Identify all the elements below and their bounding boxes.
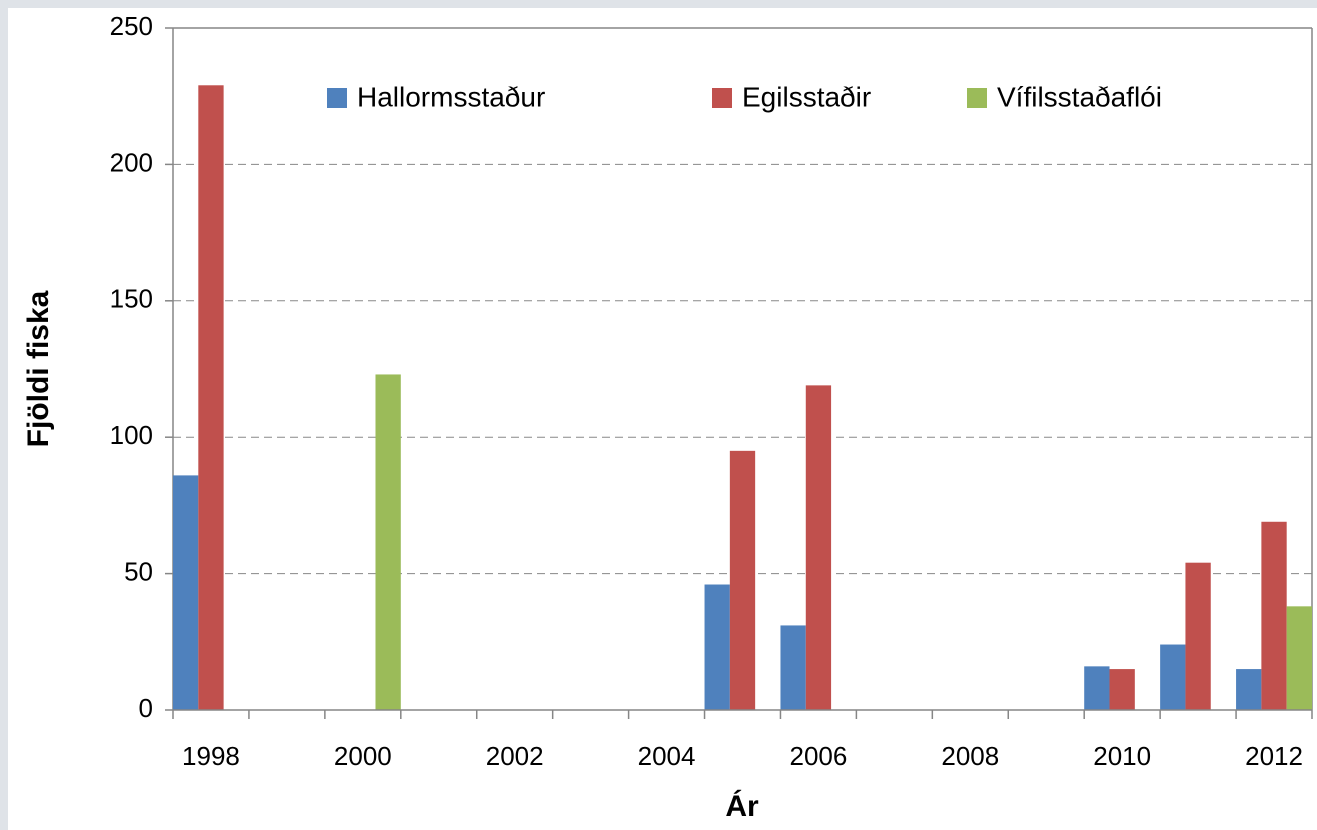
bar <box>198 85 224 710</box>
y-tick-label: 50 <box>124 556 153 586</box>
x-tick-label: 2006 <box>790 741 848 771</box>
bar <box>375 374 401 710</box>
bar <box>1286 606 1312 710</box>
bar <box>1236 669 1262 710</box>
y-axis-title: Fjöldi fiska <box>22 290 55 447</box>
x-axis-title: Ár <box>725 789 759 823</box>
bar <box>1261 521 1287 710</box>
legend-label: Vífilsstaðaflói <box>997 81 1162 112</box>
y-tick-label: 0 <box>139 693 153 723</box>
bar <box>729 450 756 710</box>
x-tick-label: 1998 <box>182 741 240 771</box>
bar <box>805 385 832 710</box>
x-tick-label: 2000 <box>334 741 392 771</box>
legend-label: Hallormsstaður <box>357 81 545 112</box>
legend-swatch <box>327 88 347 108</box>
x-tick-label: 2004 <box>638 741 696 771</box>
legend-label: Egilsstaðir <box>742 81 871 112</box>
x-tick-label: 2008 <box>941 741 999 771</box>
x-tick-label: 2012 <box>1245 741 1303 771</box>
bar <box>1084 666 1110 710</box>
y-tick-label: 100 <box>110 420 153 450</box>
bar <box>780 625 806 710</box>
y-tick-label: 200 <box>110 147 153 177</box>
legend-swatch <box>712 88 732 108</box>
bar <box>173 475 199 710</box>
x-tick-label: 2010 <box>1093 741 1151 771</box>
y-tick-label: 250 <box>110 11 153 41</box>
bar <box>1185 562 1211 710</box>
legend-swatch <box>967 88 987 108</box>
bar <box>1160 644 1186 710</box>
y-tick-label: 150 <box>110 284 153 314</box>
bar <box>704 584 730 710</box>
bar <box>1109 669 1135 710</box>
x-tick-label: 2002 <box>486 741 544 771</box>
